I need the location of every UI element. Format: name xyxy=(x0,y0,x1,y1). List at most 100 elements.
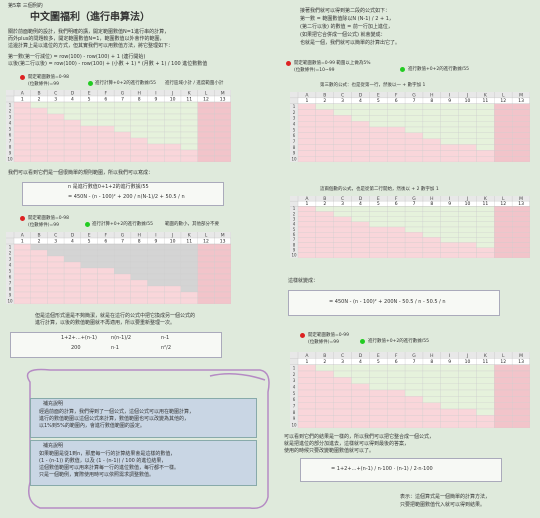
cell xyxy=(130,285,148,293)
cell xyxy=(512,109,530,116)
paragraph: (第二行以後) 的數值 = 前一行加上進位， xyxy=(300,24,393,30)
column-header: M xyxy=(519,353,523,359)
cell xyxy=(147,155,165,162)
cell xyxy=(333,415,352,422)
cell xyxy=(63,155,81,162)
cell xyxy=(297,242,316,248)
cell xyxy=(180,291,198,299)
cell xyxy=(47,143,65,151)
cell xyxy=(404,144,424,151)
caption: (位數條件)=99 xyxy=(28,223,60,228)
column-header: J xyxy=(171,91,173,97)
row-header: 7 xyxy=(293,139,296,144)
cell xyxy=(13,279,31,287)
cell xyxy=(369,216,388,222)
cell xyxy=(30,155,48,162)
cell xyxy=(351,370,370,378)
title: 中文圖福利（進行串算法） xyxy=(30,12,150,23)
cell xyxy=(333,115,352,122)
cell xyxy=(422,421,441,428)
cell xyxy=(440,252,459,258)
cell: 10 xyxy=(170,97,176,103)
cell xyxy=(130,149,148,157)
column-header: G xyxy=(121,233,125,239)
cell xyxy=(369,237,388,243)
cell xyxy=(333,221,352,228)
marker xyxy=(85,222,90,227)
cell xyxy=(47,107,65,115)
cell: 10 xyxy=(465,98,471,104)
cell xyxy=(80,261,98,269)
cell xyxy=(63,143,81,151)
cell xyxy=(297,252,316,258)
cell xyxy=(147,267,165,275)
cell xyxy=(422,221,441,228)
column-header: K xyxy=(484,353,488,359)
row-header: 3 xyxy=(293,116,296,121)
cell xyxy=(476,237,495,243)
cell xyxy=(422,126,441,133)
cell xyxy=(476,211,495,217)
paragraph: 但是這個形式還是不夠簡潔，就是在這行的公式中把它換成另一個公式的 xyxy=(35,313,196,319)
cell xyxy=(333,377,352,384)
cell xyxy=(297,377,316,384)
cell xyxy=(458,421,477,428)
cell xyxy=(214,107,231,115)
cell xyxy=(440,242,459,248)
row-header: 3 xyxy=(9,257,12,262)
cell xyxy=(80,249,98,257)
cell xyxy=(476,144,495,151)
column-header: H xyxy=(137,233,140,239)
cell xyxy=(63,291,81,299)
cell xyxy=(214,249,231,257)
cell xyxy=(494,389,513,397)
cell xyxy=(315,364,334,372)
cell xyxy=(80,243,98,251)
info-line: 以1%到5%的範圍內，會進行數值範圍的設定。 xyxy=(39,423,145,429)
row-header: 6 xyxy=(9,133,12,138)
column-header: E xyxy=(377,196,380,202)
column-header: D xyxy=(71,233,75,239)
cell: 3 xyxy=(341,201,344,207)
cell xyxy=(197,297,215,304)
cell xyxy=(458,150,477,157)
caption: 開定範圍數值=0-99 xyxy=(308,333,349,338)
cell xyxy=(315,415,334,422)
cell xyxy=(147,101,165,109)
cell xyxy=(422,226,441,233)
cell xyxy=(47,125,65,133)
cell xyxy=(422,242,441,248)
cell xyxy=(13,143,31,151)
cell xyxy=(315,402,334,410)
caption: 開定範圍數值=0-99 範圍以上做為5% xyxy=(294,61,371,66)
cell xyxy=(30,101,48,109)
cell xyxy=(97,149,115,157)
cell: 13 xyxy=(220,239,226,245)
cell xyxy=(80,255,98,263)
cell xyxy=(387,237,406,243)
cell xyxy=(387,252,406,258)
row-header: 10 xyxy=(7,157,13,162)
cell xyxy=(458,103,477,110)
cell xyxy=(315,109,334,116)
column-header: I xyxy=(449,92,450,98)
cell xyxy=(147,255,165,263)
row-header: 4 xyxy=(293,384,296,389)
cell xyxy=(97,273,115,281)
cell xyxy=(494,402,513,410)
cell xyxy=(130,279,148,287)
column-header: B xyxy=(323,196,326,202)
cell xyxy=(476,226,495,233)
cell xyxy=(387,247,406,253)
cell xyxy=(333,370,352,378)
cell xyxy=(440,216,459,222)
cell xyxy=(404,115,424,122)
cell xyxy=(130,107,148,115)
cell xyxy=(458,364,477,372)
cell: 13 xyxy=(518,359,524,365)
cell xyxy=(130,243,148,251)
cell xyxy=(387,402,406,410)
cell xyxy=(422,121,441,128)
cell xyxy=(369,121,388,128)
cell xyxy=(512,408,530,416)
